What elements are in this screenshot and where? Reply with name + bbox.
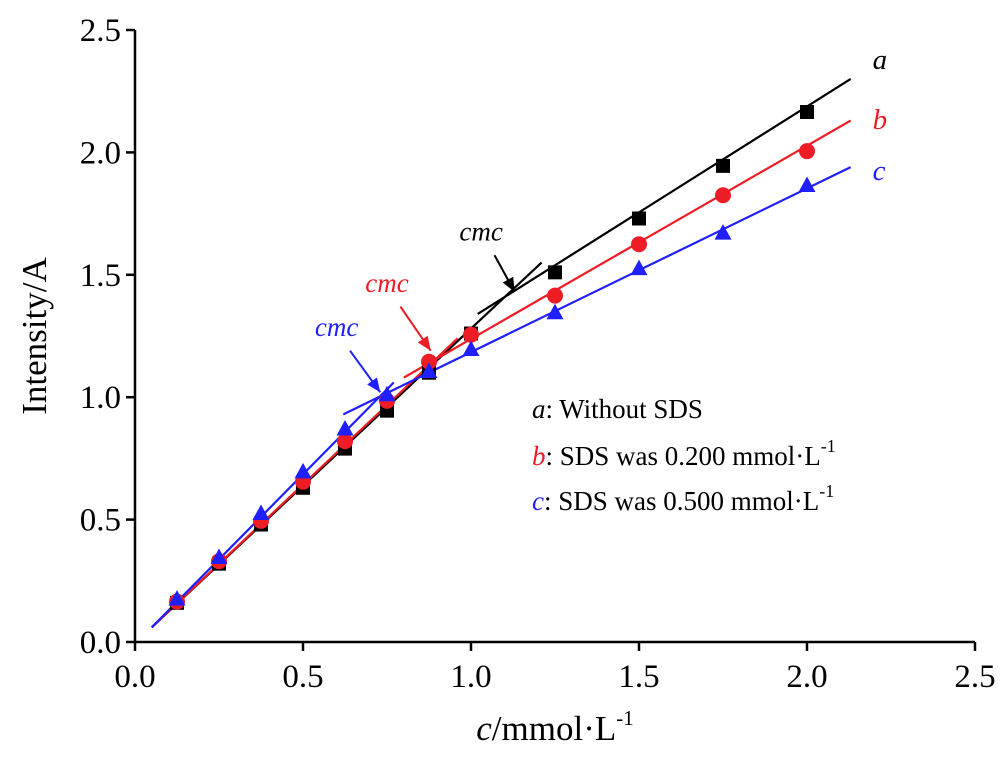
x-tick-label: 1.0: [450, 659, 491, 695]
data-point-b: [547, 287, 563, 304]
data-point-a: [632, 211, 646, 226]
x-axis-title-unit: /mmol·L: [492, 709, 616, 748]
data-point-c: [336, 420, 354, 436]
legend-text-a: : Without SDS: [546, 394, 703, 424]
x-tick-label: 2.5: [954, 659, 995, 695]
cmc-label-b: cmc: [365, 268, 408, 298]
data-point-c: [294, 462, 312, 479]
cmc-arrowhead-a: [502, 276, 515, 292]
data-point-c: [798, 176, 816, 192]
cmc-label-c: cmc: [315, 312, 358, 342]
legend-text-c: : SDS was 0.500 mmol·L: [544, 486, 819, 516]
fit-line-a: [477, 78, 852, 315]
data-point-c: [546, 303, 564, 320]
legend-text-b: : SDS was 0.200 mmol·L: [546, 441, 821, 471]
data-point-c: [210, 548, 228, 565]
legend-key-a: a: [532, 394, 546, 424]
y-tick-label: 1.5: [80, 258, 121, 294]
y-tick-label: 2.5: [80, 13, 121, 49]
legend-entry-b: b: SDS was 0.200 mmol·L-1: [532, 436, 836, 471]
y-tick-label: 0.5: [80, 503, 121, 539]
data-point-a: [800, 105, 814, 120]
cmc-arrowhead-c: [367, 377, 381, 393]
data-point-b: [799, 143, 815, 160]
data-point-c: [714, 224, 732, 240]
y-tick-label: 2.0: [80, 135, 121, 171]
fit-line-c: [342, 166, 852, 416]
legend-exponent-c: -1: [819, 481, 834, 501]
cmc-arrowhead-b: [417, 335, 431, 351]
data-point-a: [716, 158, 730, 173]
legend-exponent-b: -1: [821, 436, 836, 456]
x-tick-label: 0.0: [114, 659, 155, 695]
series-label-c: c: [873, 155, 886, 187]
data-point-b: [421, 353, 437, 370]
series-label-a: a: [873, 44, 888, 76]
x-tick-label: 0.5: [282, 659, 323, 695]
cmc-label-a: cmc: [459, 217, 502, 247]
data-point-c: [462, 340, 480, 356]
x-tick-label: 2.0: [786, 659, 827, 695]
x-axis-title-exponent: -1: [616, 706, 634, 730]
data-point-c: [630, 259, 648, 276]
legend-entry-c: c: SDS was 0.500 mmol·L-1: [532, 481, 834, 516]
fit-lines: [151, 78, 852, 629]
legend-entry-a: a: Without SDS: [532, 394, 703, 424]
data-point-c: [252, 504, 270, 520]
data-point-b: [715, 187, 731, 204]
data-point-c: [420, 362, 438, 378]
fit-line-c: [151, 381, 395, 629]
axes: 0.0 0.5 1.0 1.5 2.0 2.5 0.0 0.5 1.0 1.5 2.0 2.5 c/mm…: [15, 13, 996, 748]
series-label-b: b: [873, 104, 888, 136]
cmc-annotations: a cmc b cmc c cmc: [315, 44, 888, 393]
x-tick-label: 1.5: [618, 659, 659, 695]
x-axis-title: c/mmol·L-1: [476, 706, 633, 748]
data-point-b: [631, 236, 647, 253]
data-point-c: [378, 385, 396, 402]
legend-key-c: c: [532, 486, 544, 516]
y-axis-title: Intensity/A: [15, 257, 54, 415]
data-markers: [168, 105, 816, 610]
x-axis-title-variable: c: [476, 709, 492, 748]
y-tick-label: 0.0: [80, 625, 121, 661]
data-point-a: [548, 265, 562, 280]
legend-key-b: b: [532, 441, 546, 471]
data-point-b: [463, 326, 479, 343]
y-tick-label: 1.0: [80, 380, 121, 416]
data-point-c: [168, 590, 186, 606]
data-point-b: [337, 433, 353, 450]
